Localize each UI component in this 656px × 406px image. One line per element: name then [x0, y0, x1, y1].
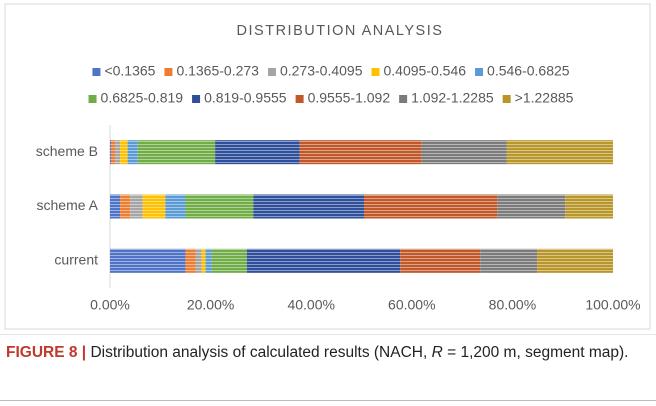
- chart-title: DISTRIBUTION ANALYSIS: [237, 23, 444, 39]
- bar-stripe: [165, 194, 186, 219]
- legend-label: 1.092-1.2285: [411, 90, 494, 106]
- bar-stripe: [421, 140, 507, 165]
- chart: DISTRIBUTION ANALYSIS <0.1365 0.1365-0.27…: [4, 3, 651, 330]
- bar-stripe: [120, 140, 128, 165]
- caption-label: FIGURE 8 |: [6, 344, 87, 361]
- bar-stripe: [110, 140, 112, 165]
- legend-swatch: [92, 68, 101, 76]
- bar-stripe: [299, 140, 422, 165]
- bar-stripe: [506, 140, 613, 165]
- legend: <0.1365 0.1365-0.273 0.273-0.4095 0.4095-0.…: [88, 63, 574, 106]
- bar-stripe: [120, 194, 131, 219]
- chart-frame: [4, 3, 651, 330]
- legend-swatch: [502, 95, 511, 103]
- bar-stripe: [130, 194, 143, 219]
- x-tick-label: 40.00%: [287, 297, 334, 313]
- legend-swatch: [192, 95, 201, 103]
- x-tick-label: 60.00%: [388, 297, 435, 313]
- x-tick-label: 100.00%: [585, 297, 640, 313]
- bar-stripe: [110, 248, 186, 273]
- legend-swatch: [88, 95, 97, 103]
- caption-text: = 1,200 m, segment map).: [442, 344, 629, 361]
- bar-stripe: [115, 140, 121, 165]
- bar-stripe: [480, 248, 538, 273]
- legend-label: 0.273-0.4095: [280, 63, 363, 79]
- legend-label: >1.22885: [515, 90, 574, 106]
- caption-italic: R: [431, 344, 443, 361]
- bar-stripe: [215, 140, 300, 165]
- legend-swatch: [475, 68, 484, 76]
- y-tick-label: scheme A: [37, 197, 99, 213]
- legend-label: 0.4095-0.546: [384, 63, 467, 79]
- separator: [0, 334, 656, 335]
- legend-label: 0.9555-1.092: [308, 90, 391, 106]
- bar-stripe: [565, 194, 613, 219]
- legend-swatch: [399, 95, 408, 103]
- bar-stripe: [195, 248, 202, 273]
- legend-label: 0.546-0.6825: [487, 63, 570, 79]
- bar-stripe: [205, 248, 212, 273]
- separator: [0, 400, 656, 401]
- bar-stripe: [111, 140, 116, 165]
- bar-stripe: [201, 248, 206, 273]
- bar-stripe: [185, 248, 196, 273]
- bar-stripe: [497, 194, 566, 219]
- bar-stripe: [537, 248, 613, 273]
- x-tick-label: 0.00%: [90, 297, 130, 313]
- legend-label: 0.819-0.9555: [204, 90, 287, 106]
- legend-swatch: [295, 95, 304, 103]
- legend-swatch: [164, 68, 173, 76]
- legend-swatch: [267, 68, 276, 76]
- caption: FIGURE 8 | Distribution analysis of calc…: [6, 340, 646, 365]
- bar-stripe: [211, 248, 247, 273]
- bar-stripe: [110, 194, 121, 219]
- bar-stripe: [142, 194, 166, 219]
- x-tick-label: 80.00%: [489, 297, 536, 313]
- x-tick-label: 20.00%: [187, 297, 234, 313]
- legend-label: 0.6825-0.819: [101, 90, 184, 106]
- legend-label: 0.1365-0.273: [176, 63, 259, 79]
- bar-stripe: [137, 140, 216, 165]
- bar-stripe: [253, 194, 365, 219]
- bar-stripe: [185, 194, 254, 219]
- caption-text: Distribution analysis of calculated resu…: [90, 344, 432, 361]
- bar-stripe: [364, 194, 498, 219]
- y-tick-label: scheme B: [36, 143, 98, 159]
- y-tick-label: current: [54, 252, 98, 268]
- bar-stripe: [127, 140, 138, 165]
- bar-stripe: [246, 248, 401, 273]
- bar-stripe: [400, 248, 481, 273]
- legend-label: <0.1365: [104, 63, 155, 79]
- legend-swatch: [371, 68, 380, 76]
